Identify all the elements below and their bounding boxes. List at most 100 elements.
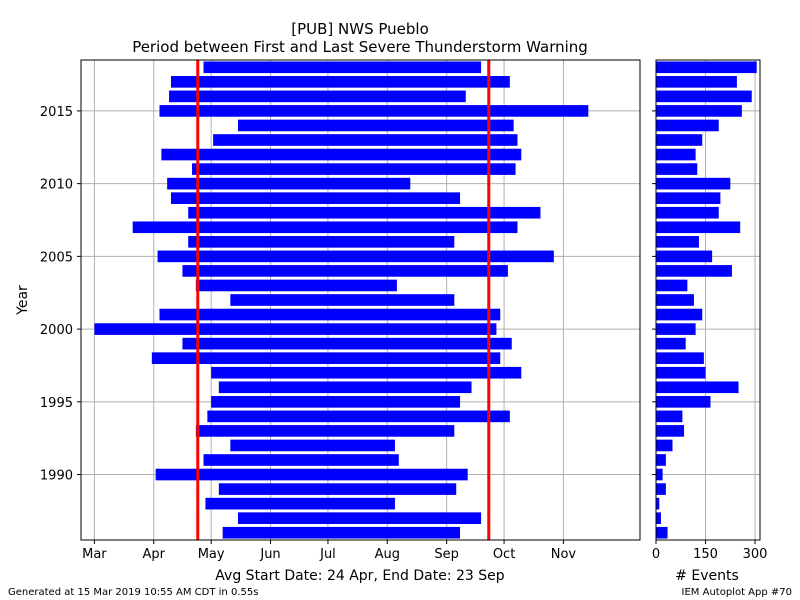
events-bar-1987 (656, 512, 661, 524)
period-bar-1994 (207, 410, 510, 423)
period-bar-1992 (230, 439, 395, 452)
period-bar-2009 (170, 192, 461, 204)
events-bar-2001 (656, 308, 703, 321)
events-bar-1990 (656, 468, 663, 481)
period-bar-2001 (159, 308, 501, 321)
year-tick-label: 2005 (40, 250, 73, 265)
period-bar-2010 (167, 177, 411, 190)
events-bar-1993 (656, 425, 685, 437)
period-bar-1990 (155, 468, 468, 481)
events-bar-2008 (656, 206, 719, 219)
period-bar-2011 (192, 163, 516, 175)
average-dates-label: Avg Start Date: 24 Apr, End Date: 23 Sep (215, 568, 504, 584)
average-date-lines (196, 60, 491, 540)
events-bar-2018 (656, 61, 757, 74)
events-bar-2002 (656, 294, 694, 306)
events-bar-2011 (656, 163, 698, 175)
month-tick-label: Jul (319, 547, 336, 562)
period-bar-1997 (211, 366, 522, 379)
main-period-bars (94, 61, 589, 539)
events-bar-2013 (656, 134, 703, 146)
chart-title-line2: Period between First and Last Severe Thu… (132, 38, 588, 56)
events-bar-1996 (656, 381, 739, 394)
events-bar-1995 (656, 396, 711, 408)
period-bar-1986 (222, 526, 461, 539)
generated-timestamp: Generated at 15 Mar 2019 10:55 AM CDT in… (8, 587, 258, 598)
events-bar-2015 (656, 105, 742, 117)
events-bar-1986 (656, 526, 668, 539)
events-plot-frame (655, 59, 761, 541)
events-bar-2012 (656, 148, 696, 161)
events-bar-2004 (656, 265, 732, 277)
events-bar-1989 (656, 483, 666, 495)
events-bar-1998 (656, 352, 704, 364)
events-bars (656, 61, 757, 539)
period-bar-2005 (157, 250, 554, 263)
events-bar-2006 (656, 236, 699, 248)
period-bar-1991 (203, 454, 399, 466)
events-bar-2014 (656, 119, 719, 132)
period-bar-2012 (161, 148, 522, 161)
month-tick-label: Aug (375, 547, 400, 562)
chart-title-line1: [PUB] NWS Pueblo (291, 20, 429, 38)
events-year-ticks (652, 110, 656, 476)
events-bar-2009 (656, 192, 721, 204)
period-bar-1999 (182, 337, 512, 350)
events-bar-1994 (656, 410, 683, 423)
period-bar-2017 (170, 76, 510, 88)
period-bar-2018 (203, 61, 482, 74)
events-bar-1991 (656, 454, 666, 466)
period-bar-1996 (218, 381, 472, 394)
year-tick-label: 2010 (40, 178, 73, 193)
period-bar-1993 (195, 425, 455, 437)
month-tick-label: Jun (259, 547, 280, 562)
month-tick-label: Nov (551, 547, 577, 562)
month-axis: Mar Apr May Jun Jul Aug Sep Oct Nov (82, 540, 576, 562)
period-bar-1995 (211, 396, 461, 408)
period-bar-1988 (205, 497, 395, 510)
events-tick-label: 150 (693, 547, 718, 562)
period-bar-2004 (182, 265, 508, 277)
y-axis-label: Year (15, 285, 31, 316)
events-bar-2017 (656, 76, 737, 88)
events-bar-2003 (656, 279, 688, 292)
events-bar-2007 (656, 221, 741, 234)
events-bar-1997 (656, 366, 706, 379)
events-tick-label: 0 (652, 547, 660, 562)
period-bar-2014 (237, 119, 514, 132)
main-plot-frame (80, 59, 641, 541)
events-bar-2010 (656, 177, 731, 190)
events-bar-1992 (656, 439, 673, 452)
month-tick-label: Mar (82, 547, 107, 562)
events-axis-label: # Events (675, 568, 739, 584)
year-tick-label: 2000 (40, 323, 73, 338)
period-bar-2000 (94, 323, 497, 335)
app-credit: IEM Autoplot App #70 (682, 587, 792, 598)
period-bar-1989 (218, 483, 457, 495)
period-bar-2008 (188, 206, 541, 219)
events-bar-1988 (656, 497, 660, 510)
period-bar-2002 (230, 294, 455, 306)
period-bar-2015 (159, 105, 589, 117)
events-tick-label: 300 (743, 547, 768, 562)
year-tick-label: 2015 (40, 105, 73, 120)
events-bar-1999 (656, 337, 686, 350)
period-bar-2003 (195, 279, 397, 292)
period-bar-2006 (188, 236, 455, 248)
month-tick-label: Oct (493, 547, 515, 562)
events-axis: 0 150 300 (652, 540, 768, 562)
year-axis: 1990 1995 2000 2005 2010 2015 (40, 105, 81, 484)
events-bar-2005 (656, 250, 713, 263)
period-bar-2013 (213, 134, 518, 146)
events-bar-2016 (656, 90, 752, 103)
period-bar-1998 (151, 352, 501, 364)
year-tick-label: 1990 (40, 469, 73, 484)
month-tick-label: May (198, 547, 225, 562)
month-tick-label: Sep (434, 547, 459, 562)
period-bar-2007 (132, 221, 518, 234)
events-bar-2000 (656, 323, 696, 335)
period-bar-2016 (169, 90, 466, 103)
month-tick-label: Apr (142, 547, 165, 562)
year-tick-label: 1995 (40, 396, 73, 411)
